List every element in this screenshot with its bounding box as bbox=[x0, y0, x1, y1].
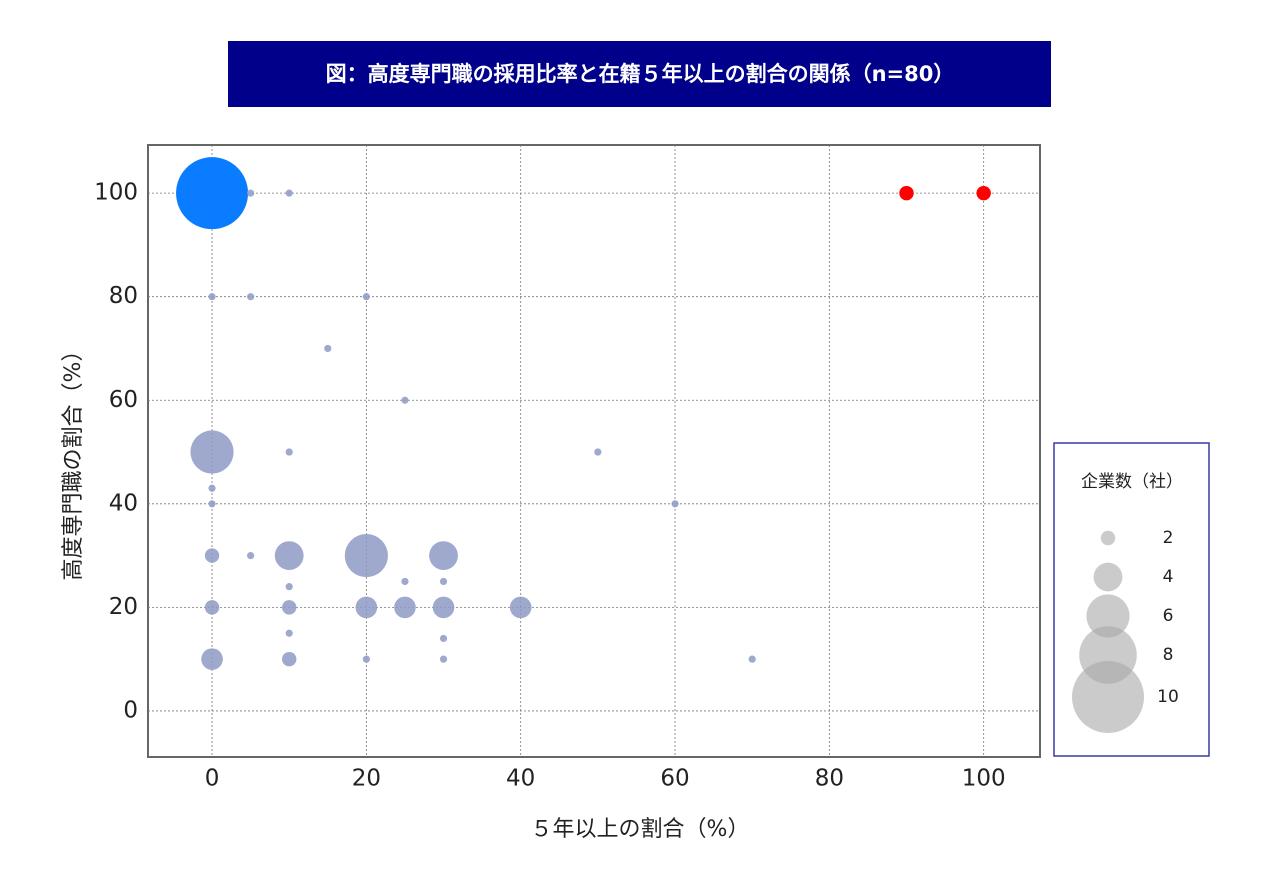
legend-bubble bbox=[1093, 562, 1123, 592]
bubble bbox=[204, 600, 220, 615]
legend-bubble bbox=[1100, 530, 1116, 546]
bubble bbox=[344, 533, 388, 578]
bubble bbox=[439, 655, 448, 663]
bubble bbox=[190, 430, 234, 474]
legend-bubble bbox=[1086, 594, 1130, 638]
bubble bbox=[208, 293, 216, 301]
title-box bbox=[228, 41, 1051, 107]
bubble bbox=[282, 600, 297, 615]
bubble bbox=[432, 596, 455, 619]
y-tick-label: 100 bbox=[94, 180, 138, 206]
legend-label: 8 bbox=[1163, 645, 1174, 665]
bubble bbox=[204, 548, 220, 563]
bubble bbox=[176, 157, 249, 230]
bubble bbox=[362, 655, 370, 663]
bubble bbox=[247, 293, 255, 301]
bubble bbox=[429, 541, 458, 570]
bubble bbox=[976, 185, 991, 201]
bubble bbox=[394, 596, 416, 619]
x-tick-label: 0 bbox=[205, 766, 220, 792]
plot-frame bbox=[147, 144, 1041, 758]
bubble bbox=[274, 541, 304, 570]
x-tick-label: 100 bbox=[962, 766, 1006, 792]
x-tick-label: 40 bbox=[506, 766, 535, 792]
bubble bbox=[362, 293, 370, 301]
bubble bbox=[671, 500, 679, 508]
legend-label: 10 bbox=[1157, 687, 1179, 707]
y-tick-label: 80 bbox=[109, 283, 138, 309]
bubble bbox=[285, 629, 293, 637]
x-tick-label: 80 bbox=[815, 766, 844, 792]
bubble bbox=[401, 577, 409, 586]
bubble bbox=[439, 577, 448, 586]
bubble bbox=[439, 634, 448, 643]
bubble bbox=[208, 484, 216, 492]
y-tick-label: 40 bbox=[109, 490, 138, 516]
y-axis-title: 高度専門職の割合（%） bbox=[61, 340, 86, 581]
y-tick-label: 0 bbox=[123, 697, 138, 723]
y-tick-label: 60 bbox=[109, 387, 138, 413]
bubble bbox=[509, 596, 532, 619]
legend-bubble bbox=[1072, 661, 1144, 733]
bubble bbox=[285, 583, 293, 591]
bubble bbox=[748, 655, 756, 663]
x-axis-title: ５年以上の割合（%） bbox=[531, 817, 750, 842]
bubble bbox=[201, 648, 223, 670]
bubble bbox=[247, 189, 255, 197]
bubble bbox=[247, 551, 255, 560]
bubble bbox=[355, 596, 378, 619]
legend-label: 2 bbox=[1163, 528, 1174, 548]
bubble bbox=[594, 448, 602, 456]
x-tick-label: 20 bbox=[352, 766, 381, 792]
chart-title: 図：高度専門職の採用比率と在籍５年以上の割合の関係（n=80） bbox=[326, 62, 955, 86]
legend-label: 4 bbox=[1163, 567, 1174, 587]
bubble bbox=[324, 344, 332, 353]
legend-title: 企業数（社） bbox=[1081, 472, 1183, 492]
bubble bbox=[285, 448, 293, 456]
bubble bbox=[208, 500, 216, 508]
bubble bbox=[401, 396, 409, 404]
bubble bbox=[285, 189, 293, 197]
bubble bbox=[282, 651, 297, 667]
bubble bbox=[899, 185, 914, 201]
legend-label: 6 bbox=[1163, 606, 1174, 626]
y-tick-label: 20 bbox=[109, 594, 138, 620]
x-tick-label: 60 bbox=[660, 766, 689, 792]
